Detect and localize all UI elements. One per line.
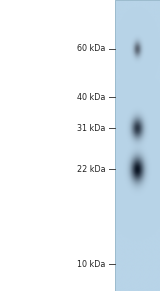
- Text: 60 kDa: 60 kDa: [77, 44, 106, 53]
- Text: 22 kDa: 22 kDa: [77, 165, 106, 174]
- Bar: [115, 0, 160, 291]
- Text: 40 kDa: 40 kDa: [77, 93, 106, 102]
- Text: 10 kDa: 10 kDa: [77, 260, 106, 269]
- Text: 31 kDa: 31 kDa: [77, 124, 106, 133]
